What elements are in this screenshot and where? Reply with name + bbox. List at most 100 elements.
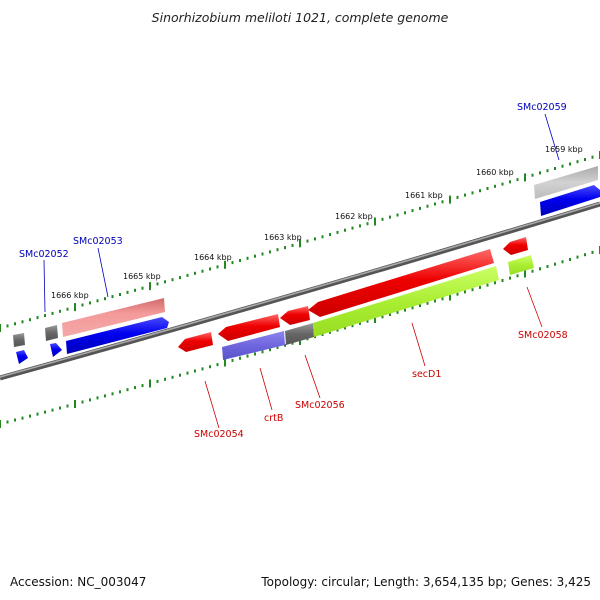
outer-track-major-tick [0, 324, 1, 332]
inner-track-minor-tick [554, 262, 556, 266]
outer-track-minor-tick [434, 202, 436, 206]
outer-tick-track [0, 151, 600, 332]
gene-smc02058[interactable] [503, 237, 528, 255]
label-smc02054: SMc02054 [194, 429, 244, 440]
gene-smc02052-pseudo-2[interactable] [45, 325, 58, 341]
outer-track-minor-tick [509, 180, 511, 184]
inner-track-minor-tick [441, 297, 444, 301]
outer-track-minor-tick [591, 155, 594, 159]
inner-track-minor-tick [411, 306, 414, 310]
inner-track-minor-tick [156, 379, 159, 383]
outer-track-minor-tick [321, 235, 324, 239]
outer-track-minor-tick [201, 269, 204, 273]
outer-track-minor-tick [314, 237, 316, 241]
outer-track-minor-tick [464, 193, 466, 197]
gene-smc02053[interactable] [66, 317, 169, 354]
kbp-label-1663: 1663 kbp [264, 233, 302, 242]
inner-track-major-tick [449, 292, 451, 301]
label-smc02053: SMc02053 [73, 236, 123, 247]
inner-track-minor-tick [389, 313, 391, 316]
inner-track-minor-tick [44, 410, 46, 414]
inner-track-major-tick [74, 400, 76, 408]
outer-track-minor-tick [156, 282, 159, 286]
outer-track-minor-tick [404, 211, 406, 215]
outer-track-minor-tick [21, 320, 24, 324]
inner-track-minor-tick [539, 267, 541, 271]
gene-crtb-lower[interactable] [222, 331, 285, 360]
inner-track-minor-tick [126, 388, 129, 392]
inner-track-minor-tick [246, 354, 249, 358]
label-smc02052: SMc02052 [19, 249, 69, 260]
inner-track-minor-tick [471, 288, 474, 292]
inner-track-major-tick [0, 420, 1, 428]
gene-smc02052-b[interactable] [50, 343, 62, 357]
inner-track-minor-tick [21, 416, 24, 420]
gene-secd1[interactable] [308, 249, 494, 317]
inner-track-minor-tick [66, 404, 69, 408]
outer-track-major-tick [449, 195, 451, 204]
gene-crtb[interactable] [218, 314, 280, 341]
label-smc02058: SMc02058 [518, 330, 568, 341]
outer-track-major-tick [524, 173, 526, 182]
outer-track-minor-tick [516, 178, 519, 182]
outer-track-minor-tick [276, 248, 279, 252]
kbp-labels: 1659 kbp 1660 kbp 1661 kbp 1662 kbp 1663… [51, 145, 583, 300]
inner-track-minor-tick [81, 400, 84, 404]
outer-track-minor-tick [344, 228, 346, 232]
inner-track-minor-tick [479, 285, 481, 289]
outer-track-minor-tick [351, 226, 354, 230]
outer-track-minor-tick [554, 167, 556, 170]
outer-track-minor-tick [426, 204, 429, 208]
inner-track-minor-tick [269, 348, 271, 352]
outer-track-minor-tick [456, 195, 459, 199]
gene-smc02056-lower[interactable] [285, 323, 314, 345]
map-title: Sinorhizobium meliloti 1021, complete ge… [152, 10, 449, 25]
outer-track-minor-tick [126, 290, 129, 294]
outer-track-minor-tick [179, 276, 181, 280]
inner-track-minor-tick [194, 369, 196, 373]
gene-smc02058-lower[interactable] [508, 255, 534, 275]
gene-smc02054[interactable] [178, 332, 213, 352]
gene-smc02056[interactable] [280, 306, 310, 325]
outer-track-minor-tick [561, 164, 564, 168]
outer-track-minor-tick [119, 293, 121, 296]
inner-track-minor-tick [134, 386, 136, 390]
inner-track-major-tick [524, 269, 526, 278]
gene-smc02059[interactable] [540, 185, 600, 216]
outer-track-minor-tick [531, 173, 534, 177]
inner-track-minor-tick [561, 260, 564, 264]
inner-track-minor-tick [171, 375, 174, 379]
inner-track-minor-tick [276, 346, 279, 349]
inner-track-minor-tick [501, 279, 504, 282]
inner-track-minor-tick [576, 255, 579, 259]
inner-track-minor-tick [209, 365, 211, 369]
outer-track-minor-tick [209, 267, 211, 271]
kbp-label-1664: 1664 kbp [194, 253, 232, 262]
outer-track-minor-tick [239, 259, 241, 262]
outer-track-minor-tick [546, 169, 549, 173]
gene-smc02059-pseudo[interactable] [534, 166, 598, 199]
kbp-label-1665: 1665 kbp [123, 272, 161, 281]
inner-track-minor-tick [179, 373, 181, 377]
outer-track-minor-tick [441, 200, 444, 204]
inner-track-minor-tick [186, 371, 189, 375]
gene-smc02052-pseudo[interactable] [13, 333, 25, 347]
kbp-label-1666: 1666 kbp [51, 291, 89, 300]
gene-secd1-lower[interactable] [313, 266, 499, 337]
gene-smc02052[interactable] [16, 350, 28, 364]
outer-track-minor-tick [81, 303, 84, 307]
outer-track-minor-tick [389, 215, 391, 219]
inner-track-minor-tick [51, 408, 54, 412]
inner-track-minor-tick [531, 269, 534, 273]
inner-track-minor-tick [254, 352, 256, 356]
label-secd1: secD1 [412, 369, 441, 380]
inner-track-minor-tick [486, 283, 489, 287]
outer-track-minor-tick [51, 311, 54, 315]
outer-track-major-tick [224, 260, 226, 269]
outer-track-minor-tick [501, 182, 504, 186]
label-smc02059: SMc02059 [517, 102, 567, 113]
inner-track-minor-tick [291, 341, 294, 345]
label-leaders [43, 113, 560, 429]
outer-track-minor-tick [479, 189, 481, 193]
gene-smc02053-pseudo[interactable] [62, 298, 165, 337]
